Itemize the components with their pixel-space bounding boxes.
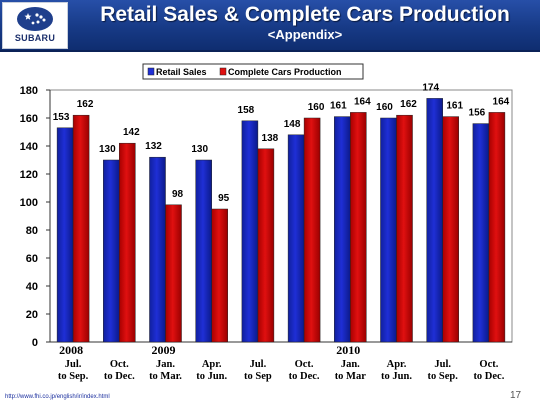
complete-cars-bar <box>350 112 367 343</box>
footer-url-link[interactable]: http://www.fhi.co.jp/english/ir/index.ht… <box>5 394 110 400</box>
x-category-label: Oct. <box>110 359 129 370</box>
x-category-label: to Mar. <box>149 371 182 382</box>
y-tick-label: 0 <box>32 337 38 349</box>
page-title: Retail Sales & Complete Cars Production <box>100 3 510 26</box>
data-label: 162 <box>77 99 94 110</box>
complete-cars-bar <box>303 117 321 343</box>
data-label: 130 <box>191 144 208 155</box>
retail-sales-bar <box>149 156 166 343</box>
data-label: 98 <box>172 189 184 200</box>
y-tick-label: 140 <box>20 141 38 153</box>
y-tick-label: 60 <box>26 253 38 265</box>
data-label: 164 <box>354 96 371 107</box>
page-number: 17 <box>510 390 522 401</box>
x-category-label: to Sep <box>244 371 272 382</box>
data-label: 153 <box>53 112 70 123</box>
complete-cars-bar <box>211 208 228 343</box>
bar-chart: 0204060801001201401601801531622008Jul.to… <box>20 63 513 382</box>
legend-label: Complete Cars Production <box>228 67 342 77</box>
legend-label: Retail Sales <box>156 67 207 77</box>
y-tick-label: 100 <box>20 197 38 209</box>
data-label: 161 <box>330 101 347 112</box>
retail-sales-bar <box>380 117 397 343</box>
x-category-label: to Sep. <box>428 371 459 382</box>
x-category-year: 2008 <box>59 343 83 357</box>
x-category-label: to Dec. <box>289 371 320 382</box>
complete-cars-bar <box>165 204 182 343</box>
x-category-label: Jul. <box>434 359 451 370</box>
header-bar: SUBARU Retail Sales & Complete Cars Prod… <box>0 0 540 52</box>
x-category-label: Oct. <box>479 359 498 370</box>
x-category-label: to Dec. <box>104 371 135 382</box>
data-label: 164 <box>493 96 510 107</box>
x-category-label: to Jun. <box>196 371 227 382</box>
x-category-label: Jul. <box>65 359 82 370</box>
x-category-label: Apr. <box>387 359 407 370</box>
page-subtitle: <Appendix> <box>267 27 343 42</box>
data-label: 160 <box>376 102 393 113</box>
logo-text: SUBARU <box>14 33 56 43</box>
data-label: 161 <box>446 101 463 112</box>
retail-sales-bar <box>241 120 259 343</box>
data-label: 138 <box>262 133 279 144</box>
retail-sales-bar <box>426 98 443 343</box>
y-tick-label: 180 <box>20 85 38 97</box>
data-label: 130 <box>99 144 116 155</box>
data-label: 160 <box>308 102 325 113</box>
data-label: 148 <box>284 119 301 130</box>
x-category-year: 2010 <box>336 343 360 357</box>
complete-cars-bar <box>119 142 136 343</box>
data-label: 95 <box>218 193 230 204</box>
x-category-label: to Jun. <box>381 371 412 382</box>
legend-box <box>142 63 364 80</box>
x-category-label: Jan. <box>341 359 360 370</box>
legend-swatch <box>147 67 155 76</box>
retail-sales-bar <box>56 127 74 343</box>
data-label: 174 <box>422 82 439 93</box>
complete-cars-bar <box>72 114 90 343</box>
y-tick-label: 160 <box>20 113 38 125</box>
data-label: 132 <box>145 141 162 152</box>
y-tick-label: 120 <box>20 169 38 181</box>
x-category-label: to Sep. <box>58 371 89 382</box>
legend-swatch <box>219 67 227 76</box>
data-label: 162 <box>400 99 417 110</box>
y-tick-label: 40 <box>26 281 38 293</box>
retail-sales-bar <box>103 159 120 343</box>
data-label: 158 <box>238 105 255 116</box>
x-category-year: 2009 <box>152 343 176 357</box>
complete-cars-bar <box>488 112 506 343</box>
data-label: 142 <box>123 127 140 138</box>
x-category-label: Jan. <box>156 359 175 370</box>
retail-sales-bar <box>195 159 212 343</box>
complete-cars-bar <box>396 114 413 343</box>
retail-sales-bar <box>287 134 305 343</box>
data-label: 156 <box>469 108 486 119</box>
retail-sales-bar <box>472 123 490 343</box>
complete-cars-bar <box>442 116 459 343</box>
x-category-label: Apr. <box>202 359 222 370</box>
x-category-label: Jul. <box>250 359 267 370</box>
x-category-label: to Dec. <box>473 371 504 382</box>
subaru-logo: SUBARU <box>2 2 68 49</box>
x-category-label: to Mar <box>335 371 367 382</box>
retail-sales-bar <box>334 116 351 343</box>
x-category-label: Oct. <box>295 359 314 370</box>
complete-cars-bar <box>257 148 275 343</box>
y-tick-label: 20 <box>26 309 38 321</box>
y-tick-label: 80 <box>26 225 38 237</box>
pleiades-star-icon <box>17 7 53 31</box>
